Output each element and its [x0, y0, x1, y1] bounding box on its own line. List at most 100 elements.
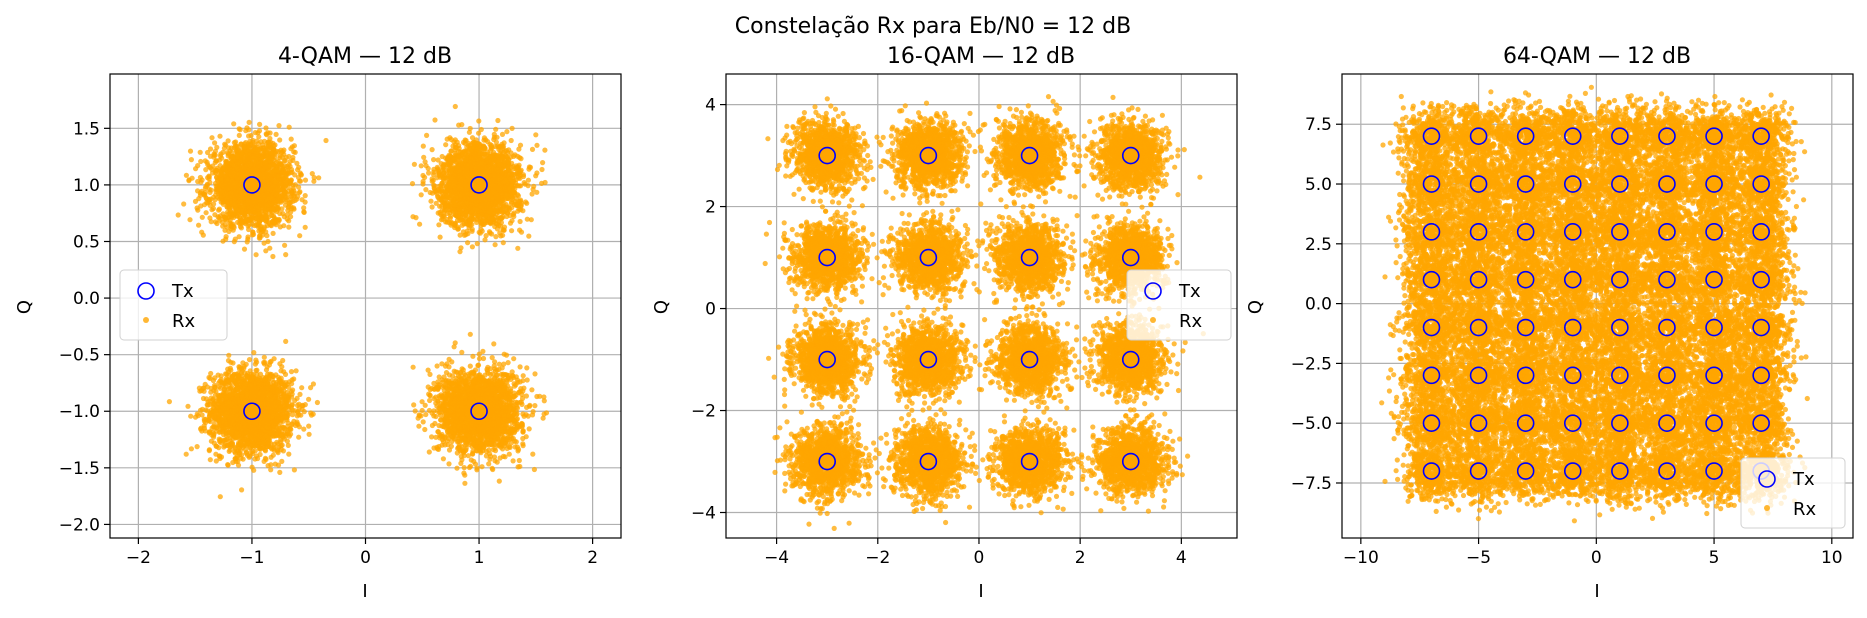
rx-point [303, 402, 308, 407]
rx-point [234, 206, 239, 211]
rx-point [202, 389, 207, 394]
rx-point [284, 182, 289, 187]
rx-point [263, 125, 268, 130]
rx-point [254, 252, 259, 257]
rx-point [188, 149, 193, 154]
rx-point [236, 373, 241, 378]
rx-point [271, 453, 276, 458]
rx-point [518, 364, 523, 369]
rx-point [214, 458, 219, 463]
rx-point [205, 408, 210, 413]
rx-point [209, 167, 214, 172]
rx-point [315, 400, 320, 405]
rx-point [220, 429, 225, 434]
rx-point [227, 172, 232, 177]
rx-point [282, 398, 287, 403]
rx-point [229, 408, 234, 413]
rx-point [203, 184, 208, 189]
rx-point [208, 197, 213, 202]
rx-point [302, 409, 307, 414]
rx-point [205, 160, 210, 165]
rx-point [286, 393, 291, 398]
rx-point [231, 212, 236, 217]
rx-point [288, 432, 293, 437]
rx-point [289, 422, 294, 427]
rx-point [226, 358, 231, 363]
rx-point [295, 396, 300, 401]
rx-point [245, 234, 250, 239]
rx-point [267, 142, 272, 147]
rx-point [281, 448, 286, 453]
rx-point [290, 412, 295, 417]
rx-point [221, 202, 226, 207]
rx-point [303, 193, 308, 198]
rx-point [250, 411, 255, 416]
rx-point [269, 415, 274, 420]
rx-point [297, 179, 302, 184]
rx-point [273, 180, 278, 185]
rx-point [270, 420, 275, 425]
rx-point [290, 387, 295, 392]
rx-point [249, 133, 254, 138]
rx-point [231, 372, 236, 377]
rx-point [239, 389, 244, 394]
rx-point [260, 229, 265, 234]
rx-point [246, 227, 251, 232]
rx-point [427, 449, 432, 454]
rx-point [237, 426, 242, 431]
rx-point [223, 143, 228, 148]
rx-point [296, 435, 301, 440]
rx-point [292, 467, 297, 472]
rx-point [253, 151, 258, 156]
rx-point [220, 239, 225, 244]
rx-point [207, 180, 212, 185]
rx-point [269, 213, 274, 218]
rx-point [200, 177, 205, 182]
rx-point [240, 360, 245, 365]
rx-point [286, 452, 291, 457]
rx-point [240, 208, 245, 213]
rx-point [220, 183, 225, 188]
rx-point [271, 231, 276, 236]
rx-point [218, 163, 223, 168]
rx-point [441, 456, 446, 461]
rx-point [263, 248, 268, 253]
rx-point [214, 158, 219, 163]
rx-point [252, 171, 257, 176]
rx-point [295, 409, 300, 414]
rx-point [301, 427, 306, 432]
rx-point [234, 193, 239, 198]
rx-point [208, 376, 213, 381]
rx-point [251, 350, 256, 355]
rx-point [257, 160, 262, 165]
rx-point [207, 448, 212, 453]
rx-point [511, 356, 516, 361]
rx-point [167, 399, 172, 404]
rx-point [290, 407, 295, 412]
rx-point [246, 441, 251, 446]
rx-point [208, 371, 213, 376]
rx-point [238, 412, 243, 417]
rx-point [273, 462, 278, 467]
rx-point [283, 252, 288, 257]
rx-point [239, 394, 244, 399]
rx-point [187, 217, 192, 222]
rx-point [230, 360, 235, 365]
rx-point [271, 383, 276, 388]
rx-point [189, 157, 194, 162]
rx-point [281, 369, 286, 374]
rx-point [195, 411, 200, 416]
rx-point [209, 439, 214, 444]
rx-point [228, 391, 233, 396]
rx-point [242, 247, 247, 252]
rx-point [258, 202, 263, 207]
rx-point [262, 378, 267, 383]
rx-point [290, 402, 295, 407]
rx-point [235, 383, 240, 388]
rx-point [257, 172, 262, 177]
rx-point [215, 404, 220, 409]
rx-point [300, 197, 305, 202]
rx-point [234, 155, 239, 160]
